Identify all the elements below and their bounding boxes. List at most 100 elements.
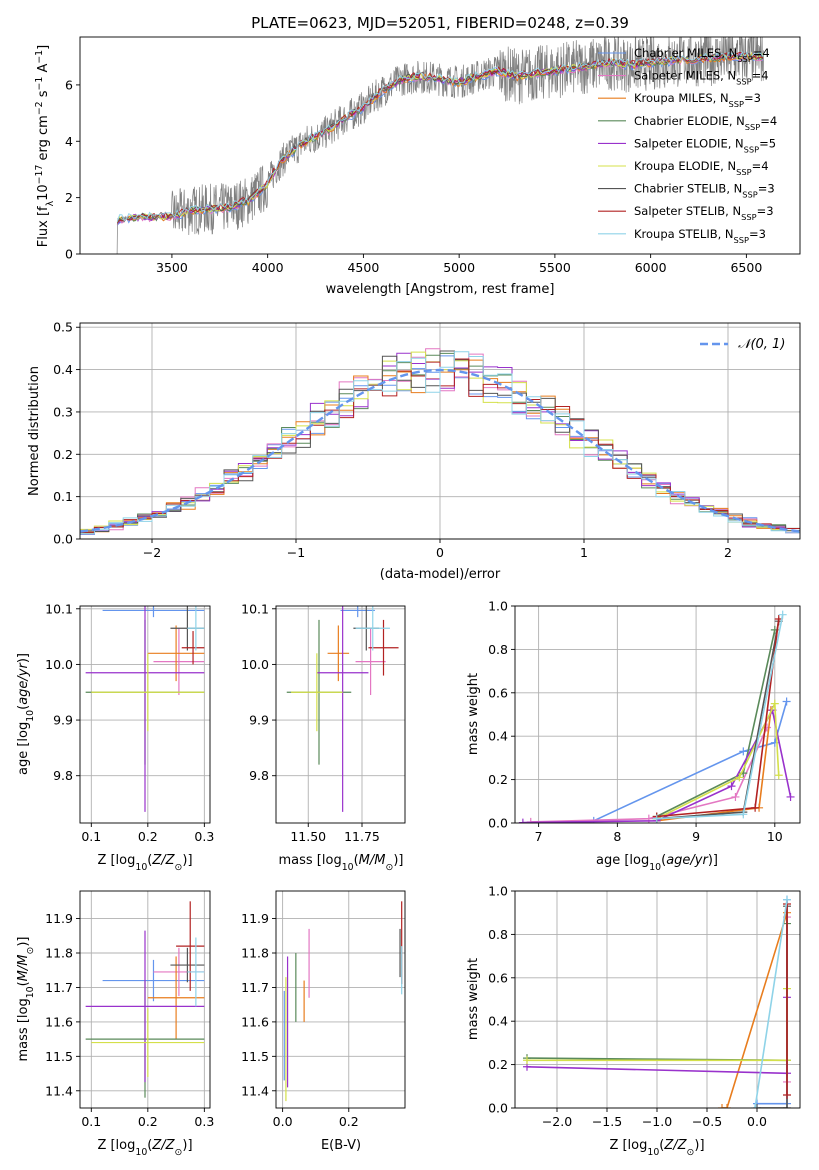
x-tick-label: 6500	[730, 260, 762, 275]
legend-entry: 𝒩(0, 1)	[738, 337, 785, 352]
y-tick-label: 10.0	[45, 657, 73, 672]
plot-area	[523, 895, 791, 1108]
figure-title: PLATE=0623, MJD=52051, FIBERID=0248, z=0…	[251, 14, 629, 32]
y-tick-label: 11.8	[241, 946, 269, 961]
x-tick-label: 4000	[252, 260, 284, 275]
y-tick-label: 0.6	[488, 685, 508, 700]
y-tick-label: 10.1	[241, 601, 269, 616]
y-tick-label: 9.9	[249, 713, 269, 728]
x-tick-label: 0.3	[194, 829, 214, 844]
y-tick-label: 0	[65, 247, 73, 262]
y-tick-label: 11.5	[45, 1049, 73, 1064]
x-tick-label: 0	[436, 545, 444, 560]
axes-frame	[79, 605, 211, 824]
x-tick-label: 5500	[539, 260, 571, 275]
y-axis-label: mass weight	[466, 673, 481, 755]
y-tick-label: 0.5	[53, 320, 73, 335]
y-axis-label: Flux [fλ10−17 erg cm−2 s−1 A−1]	[34, 45, 56, 247]
legend-entry: Salpeter MILES, NSSP=4	[634, 69, 769, 87]
axes-frame	[79, 890, 211, 1109]
y-tick-label: 0.4	[488, 729, 508, 744]
plot-area	[518, 610, 795, 823]
x-axis-label: mass [log10(M/M⊙)]	[279, 853, 404, 873]
x-tick-label: −0.5	[692, 1114, 722, 1129]
y-tick-label: 11.7	[45, 980, 73, 995]
y-axis-label: mass [log10(M/M⊙)]	[16, 937, 36, 1062]
y-tick-label: 4	[65, 134, 73, 149]
y-tick-label: 11.4	[241, 1083, 269, 1098]
x-tick-label: 10	[767, 829, 783, 844]
y-tick-label: 9.9	[53, 713, 73, 728]
y-tick-label: 1.0	[488, 884, 508, 899]
y-tick-label: 0.2	[488, 1057, 508, 1072]
mass-weight-marker	[783, 1090, 791, 1099]
mass-weight-marker	[783, 1104, 791, 1108]
legend-entry: Chabrier ELODIE, NSSP=4	[634, 114, 777, 132]
model-spectrum-line	[116, 51, 764, 222]
residuals-panel: −2 −1 0 1 2 0.0 0.1 0.2 0.3 0.4 0.5 𝒩(0, 1) (data-mo…	[27, 320, 801, 582]
y-tick-label: 9.8	[53, 768, 73, 783]
axes-frame	[275, 890, 406, 1109]
mass-weight-line	[757, 906, 788, 1108]
y-tick-label: 0.0	[488, 816, 508, 831]
x-axis-label: Z [log10(Z/Z⊙)]	[97, 1138, 192, 1158]
mass-weight-vs-age-panel: 7 8 9 10 0.0 0.2 0.4 0.6 0.8 1.0 age [log10(age/yr…	[466, 599, 801, 873]
mass-weight-marker	[774, 771, 783, 780]
mass-weight-marker	[723, 1104, 731, 1108]
x-tick-label: 2	[724, 545, 732, 560]
x-axis-label: Z [log10(Z/Z⊙)]	[609, 1138, 704, 1158]
y-tick-label: 0.2	[488, 772, 508, 787]
mass-weight-line	[522, 707, 792, 823]
x-tick-label: 7	[535, 829, 543, 844]
y-tick-label: 11.6	[241, 1014, 269, 1029]
x-axis-label: Z [log10(Z/Z⊙)]	[97, 853, 192, 873]
x-tick-label: −2.0	[542, 1114, 572, 1129]
y-tick-label: 11.4	[45, 1083, 73, 1098]
legend-entry: Chabrier STELIB, NSSP=3	[634, 182, 775, 200]
x-axis-label: age [log10(age/yr)]	[596, 853, 718, 873]
x-tick-label: 0.2	[138, 1114, 158, 1129]
x-tick-label: 11.50	[290, 829, 326, 844]
y-tick-label: 1.0	[488, 599, 508, 614]
x-tick-label: 5000	[443, 260, 475, 275]
legend-entry: Kroupa STELIB, NSSP=3	[634, 227, 766, 245]
y-axis-label: Normed distribution	[27, 366, 42, 496]
residual-histogram	[80, 348, 800, 539]
y-tick-label: 11.5	[241, 1049, 269, 1064]
x-tick-label: 0.0	[747, 1114, 767, 1129]
mass-weight-marker	[739, 810, 748, 819]
plot-area	[85, 901, 205, 1098]
x-tick-label: 6000	[635, 260, 667, 275]
mass-weight-marker	[770, 699, 779, 708]
legend-entry: Kroupa MILES, NSSP=3	[634, 91, 761, 109]
x-tick-label: 3500	[156, 260, 188, 275]
y-tick-label: 2	[65, 190, 73, 205]
y-axis-label: age [log10(age/yr)]	[16, 653, 36, 775]
y-tick-label: 10.1	[45, 601, 73, 616]
x-axis-label: (data-model)/error	[380, 567, 501, 582]
x-tick-label: 8	[613, 829, 621, 844]
mass-weight-line	[722, 912, 788, 1108]
legend-entry: Kroupa ELODIE, NSSP=4	[634, 159, 769, 177]
x-tick-label: 1	[580, 545, 588, 560]
mass-weight-marker	[718, 1104, 726, 1108]
mass-vs-extinction-panel: 0.0 0.2 11.4 11.5 11.6 11.7 11.8 11.9 E(B-V)	[241, 890, 406, 1153]
y-tick-label: 0.8	[488, 927, 508, 942]
y-tick-label: 0.1	[53, 489, 73, 504]
x-axis-label: E(B-V)	[321, 1138, 361, 1153]
y-tick-label: 11.9	[45, 911, 73, 926]
axes-frame	[514, 890, 801, 1109]
normal-reference-curve	[80, 368, 800, 533]
axes-frame	[79, 36, 801, 255]
y-tick-label: 0.4	[53, 362, 73, 377]
x-tick-label: 0.1	[81, 1114, 101, 1129]
x-axis-label: wavelength [Angstrom, rest frame]	[326, 282, 555, 297]
mass-weight-marker	[751, 803, 760, 812]
observed-spectrum-line	[116, 37, 764, 254]
axes-frame	[514, 605, 801, 824]
mass-weight-marker	[778, 610, 787, 619]
x-tick-label: 0.1	[81, 829, 101, 844]
x-tick-label: −2	[143, 545, 161, 560]
x-tick-label: 9	[692, 829, 700, 844]
x-tick-label: 0.2	[138, 829, 158, 844]
